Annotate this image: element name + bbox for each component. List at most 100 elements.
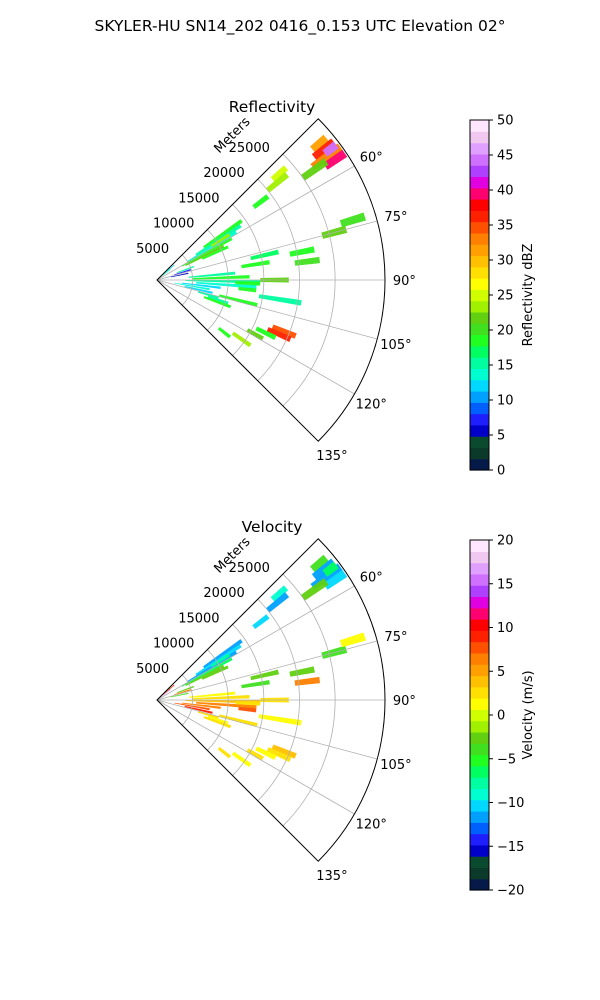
colorbar-segment [470,458,489,471]
data-cell [201,245,229,260]
data-cell [181,657,233,687]
plot-frame [156,118,386,442]
colorbar-segment [470,424,489,437]
data-cell [181,282,221,290]
data-cell [203,639,243,669]
data-cell [339,212,366,228]
range-tick-label: 5000 [136,242,169,257]
colorbar-segment [470,447,489,460]
data-cell [173,268,192,276]
data-cells [157,134,366,348]
data-cell [217,747,232,759]
reflectivity-polar-plot: 500010000150002000025000Meters60°75°90°1… [136,114,416,464]
azimuth-gridline [156,640,378,701]
data-cell [158,689,171,700]
colorbar-segment [470,664,489,677]
reflectivity-panel: Reflectivity 500010000150002000025000Met… [136,98,536,479]
data-cell [197,290,219,299]
data-cell [235,281,261,286]
velocity-title: Velocity [242,518,303,536]
colorbar-segment [470,131,489,144]
colorbar-tick-label: 0 [497,464,505,479]
azimuth-tick-label: 120° [356,398,387,413]
data-cell [210,233,231,248]
data-cells [157,554,366,768]
colorbar-tick-label: 10 [497,621,514,636]
azimuth-gridline [156,279,355,395]
colorbar-segment [470,289,489,302]
colorbar-segment [470,210,489,223]
data-cell [252,614,270,629]
colorbar-segment [470,743,489,756]
data-cell [289,666,315,677]
data-cell [210,653,231,668]
colorbar-tick-label: 30 [497,254,514,269]
colorbar-tick-label: −15 [497,840,524,855]
colorbar-tick-label: 5 [497,665,505,680]
data-cell [188,271,236,278]
colorbar-segment [470,311,489,324]
data-cell [255,326,277,341]
colorbar-segment [470,187,489,200]
colorbar-segment [470,641,489,654]
data-cell [322,561,339,577]
data-cell [217,327,232,339]
range-tick-label: 5000 [136,662,169,677]
data-cell [323,149,348,170]
azimuth-gridline [156,220,378,281]
data-cell [310,554,329,573]
azimuth-tick-label: 135° [316,449,347,464]
data-cell [300,158,329,181]
range-tick-label: 10000 [153,637,194,652]
colorbar-segment [470,402,489,415]
colorbar-tick-label: 15 [497,359,514,374]
data-cell [322,141,339,157]
data-cell [266,172,290,193]
colorbar-segment [470,232,489,245]
data-cell [241,260,270,269]
colorbar-segment [470,652,489,665]
data-cell [300,578,329,601]
colorbar-tick-label: 20 [497,534,514,549]
data-cell [238,706,257,713]
data-cell [181,237,233,267]
colorbar-segment [470,833,489,846]
reflectivity-title: Reflectivity [229,98,316,116]
data-cell [181,702,221,710]
data-cell [231,331,252,348]
range-tick-label: 25000 [229,141,270,156]
data-cell [252,194,270,209]
colorbar-segment [470,754,489,767]
colorbar-tick-label: 40 [497,184,514,199]
data-cell [192,274,250,280]
range-tick-label: 10000 [153,217,194,232]
azimuth-gridline [156,279,378,340]
colorbar-segment [470,585,489,598]
azimuth-tick-label: 75° [384,210,407,225]
data-cell [218,714,258,727]
data-cell [271,744,297,759]
colorbar-tick-label: 45 [497,149,514,164]
colorbar-segment [470,686,489,699]
data-cell [192,694,250,700]
colorbar-segment [470,720,489,733]
data-cell [266,747,292,762]
velocity-panel: Velocity 500010000150002000025000Meters6… [136,518,536,899]
colorbar-tick-label: 25 [497,289,514,304]
colorbar-segment [470,619,489,631]
colorbar-segment [470,244,489,257]
velocity-colorbar: −20 −15 −10 −5 0 5 10 15 20 Velocity (m/s) [469,534,536,899]
data-cell [207,715,229,725]
azimuth-tick-label: 120° [356,818,387,833]
colorbar-tick-label: −5 [497,752,516,767]
colorbar-segment [470,323,489,336]
colorbar-tick-label: 0 [497,709,505,724]
colorbar-segment [470,777,489,789]
data-cell [266,327,292,342]
azimuth-tick-label: 105° [380,338,411,353]
azimuth-gridline [156,699,378,760]
colorbar-segment [470,573,489,586]
range-tick-label: 20000 [203,586,244,601]
colorbar-segment [470,709,489,722]
